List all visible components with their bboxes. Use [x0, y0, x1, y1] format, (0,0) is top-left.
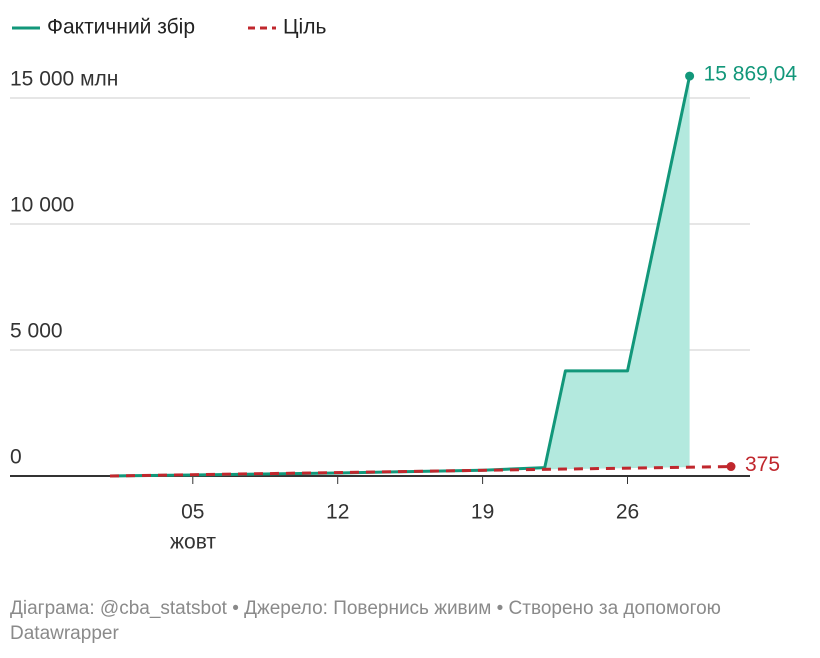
- y-tick-label: 0: [10, 446, 22, 469]
- y-tick-label: 5 000: [10, 320, 63, 343]
- y-tick-label: 15 000 млн: [10, 68, 118, 91]
- value-label: 15 869,04: [704, 63, 798, 86]
- x-tick-label: 12: [326, 501, 349, 524]
- value-label: 375: [745, 453, 780, 476]
- x-tick-label: 26: [616, 501, 639, 524]
- x-month-label: жовт: [170, 531, 216, 554]
- line: [109, 465, 732, 478]
- chart: Фактичний збір Ціль жовт 0 5 000 10 000 15 …: [10, 16, 798, 554]
- legend-label: Ціль: [283, 16, 326, 39]
- x-tick-label: 19: [471, 501, 494, 524]
- x-tick-label: 05: [181, 501, 204, 524]
- area: [110, 76, 690, 476]
- legend-label: Фактичний збір: [47, 16, 195, 39]
- end-point: [726, 462, 736, 472]
- end-point: [685, 71, 695, 81]
- source-note: Діаграма: @cba_statsbot • Джерело: Повер…: [10, 598, 721, 644]
- y-tick-label: 10 000: [10, 194, 74, 217]
